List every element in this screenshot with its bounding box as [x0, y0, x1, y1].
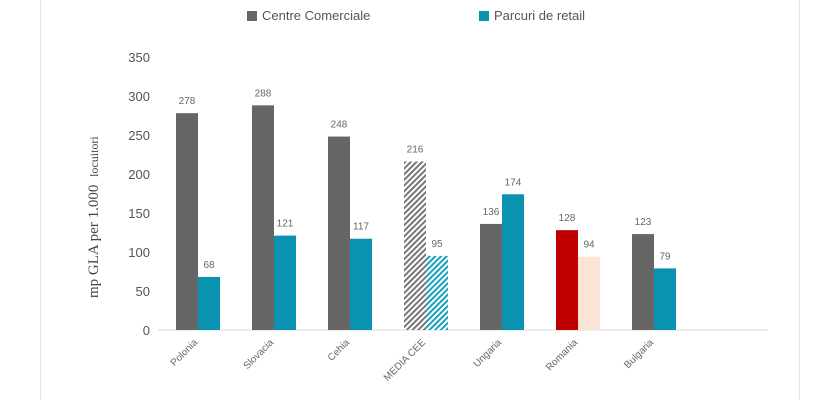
data-label: 216	[407, 145, 424, 156]
bar-centre	[556, 230, 578, 330]
data-label: 79	[659, 251, 671, 262]
bar-parcuri	[350, 238, 372, 330]
bar-centre	[480, 223, 502, 330]
y-tick-label: 150	[128, 206, 150, 221]
data-label: 117	[353, 222, 369, 233]
bars	[176, 105, 676, 330]
bar-parcuri	[578, 256, 600, 330]
category-label: Bulgaria	[622, 337, 656, 371]
bar-centre	[404, 161, 426, 330]
category-label: Cehia	[326, 337, 353, 364]
category-label: Polonia	[169, 337, 201, 369]
legend-swatch-centre	[247, 11, 257, 21]
legend-swatch-parcuri	[479, 11, 489, 21]
y-tick-label: 200	[128, 167, 150, 182]
bar-parcuri	[502, 194, 524, 330]
y-tick-label: 0	[143, 323, 150, 338]
bar-parcuri	[274, 235, 296, 330]
category-label: MEDIA CEE	[382, 337, 429, 384]
bar-parcuri	[426, 255, 448, 330]
data-label: 121	[277, 219, 294, 230]
category-label: Ungaria	[472, 337, 505, 370]
y-tick-label: 100	[128, 245, 150, 260]
data-label: 248	[331, 120, 348, 131]
data-label: 278	[179, 96, 196, 107]
bar-centre	[252, 105, 274, 330]
y-axis-title-small: locuitori	[87, 136, 101, 177]
legend-label-parcuri: Parcuri de retail	[494, 8, 585, 23]
data-label: 68	[203, 260, 215, 271]
data-label: 94	[583, 240, 595, 251]
bar-centre	[328, 136, 350, 330]
category-labels: Polonia Slovacia Cehia MEDIA CEE Ungaria Roma…	[169, 337, 657, 384]
y-tick-label: 50	[136, 284, 150, 299]
y-tick-label: 250	[128, 128, 150, 143]
y-axis-title: mp GLA per 1.000 locuitori	[86, 136, 102, 298]
y-tick-label: 350	[128, 50, 150, 65]
data-labels: 278 68 288 121 248 117 216 95 136 174 128 94 123 79	[179, 88, 671, 271]
data-label: 128	[559, 213, 576, 224]
bar-centre	[632, 234, 654, 330]
data-label: 95	[431, 239, 443, 250]
data-label: 288	[255, 88, 272, 99]
bar-parcuri	[198, 276, 220, 330]
data-label: 174	[505, 177, 522, 188]
legend: Centre Comerciale Parcuri de retail	[247, 8, 585, 23]
data-label: 123	[635, 217, 652, 228]
y-axis-title-main: mp GLA per 1.000	[86, 185, 102, 298]
data-label: 136	[483, 207, 500, 218]
legend-label-centre: Centre Comerciale	[262, 8, 370, 23]
bar-parcuri	[654, 268, 676, 330]
bar-centre	[176, 113, 198, 330]
y-tick-label: 300	[128, 89, 150, 104]
category-label: Romania	[544, 337, 580, 373]
category-label: Slovacia	[242, 337, 277, 372]
